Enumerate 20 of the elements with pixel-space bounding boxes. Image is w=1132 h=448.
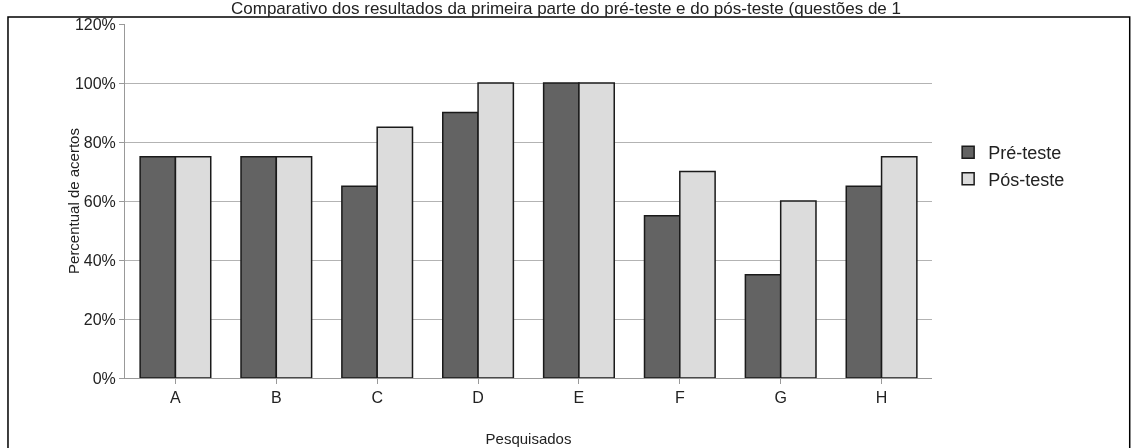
y-tick-label: 40% — [83, 251, 116, 269]
x-tick-label: G — [774, 389, 787, 407]
x-axis-title: Pesquisados — [485, 430, 572, 448]
legend-label: Pós-teste — [988, 169, 1065, 190]
x-tick-label: C — [371, 389, 383, 407]
x-tick-label: A — [170, 389, 182, 407]
y-axis-title: Percentual de acertos — [64, 128, 82, 274]
y-tick-label: 20% — [83, 310, 116, 328]
x-tick-label: D — [472, 389, 484, 407]
chart-title: Comparativo dos resultados da primeira parte do pré-teste e do pós-teste (questões de 1 — [231, 0, 901, 19]
y-tick-label: 60% — [83, 192, 116, 210]
y-tick-label: 100% — [74, 74, 116, 92]
y-tick-label: 80% — [83, 133, 116, 151]
legend-label: Pré-teste — [988, 143, 1062, 164]
x-tick-label: H — [875, 389, 888, 407]
x-tick-label: E — [573, 389, 585, 407]
x-tick-label: F — [674, 389, 685, 407]
y-tick-label: 0% — [92, 369, 116, 387]
x-tick-label: B — [270, 389, 282, 407]
y-tick-label: 120% — [74, 15, 116, 33]
